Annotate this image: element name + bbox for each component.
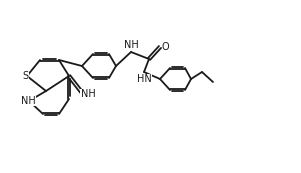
Text: HN: HN — [137, 74, 151, 84]
Text: NH: NH — [124, 40, 138, 50]
Text: S: S — [22, 71, 28, 81]
Text: NH: NH — [21, 96, 36, 106]
Text: O: O — [162, 42, 170, 52]
Text: NH: NH — [81, 89, 95, 99]
